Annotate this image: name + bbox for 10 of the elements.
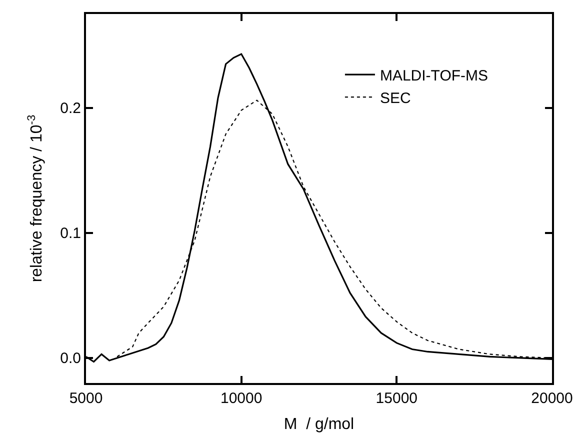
y-tick-label: 0.2 bbox=[60, 100, 81, 118]
legend-label: MALDI-TOF-MS bbox=[380, 67, 488, 84]
x-tick-label: 10000 bbox=[220, 390, 262, 407]
legend-label: SEC bbox=[380, 90, 411, 107]
x-tick-label: 15000 bbox=[376, 390, 418, 407]
y-tick-label: 0.1 bbox=[60, 225, 81, 242]
x-axis-title: M / g/mol bbox=[284, 416, 354, 434]
x-tick-label: 5000 bbox=[69, 390, 103, 407]
y-tick-label: 0.0 bbox=[60, 350, 81, 368]
x-tick-label: 20000 bbox=[531, 390, 573, 407]
